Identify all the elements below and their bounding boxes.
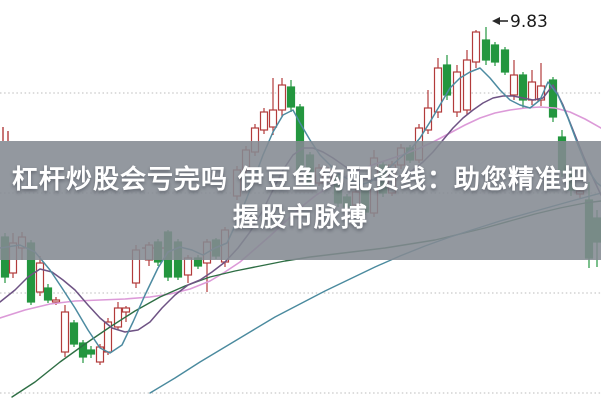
candle-up: [51, 299, 61, 303]
candle-down: [43, 287, 53, 301]
headline-banner: 杠杆炒股会亏完吗 伊豆鱼钩配资线：助您精准把 握股市脉搏: [0, 141, 601, 260]
headline-line-1: 杠杆炒股会亏完吗 伊豆鱼钩配资线：助您精准把: [11, 165, 590, 195]
candle-up: [423, 107, 433, 131]
candle-up: [433, 67, 443, 113]
candle-up: [452, 71, 462, 113]
price-annotation: 9.83: [492, 12, 548, 32]
candle-up: [462, 59, 472, 111]
candle-down: [442, 64, 452, 96]
candle-down: [69, 322, 79, 345]
candle-down: [481, 39, 491, 61]
candle-up: [268, 109, 278, 128]
headline-line-2: 握股市脉搏: [232, 203, 368, 233]
candle-up: [509, 74, 519, 96]
candle-down: [490, 44, 500, 63]
candle-up: [35, 262, 45, 293]
candle-down: [78, 342, 88, 358]
candle-up: [183, 257, 193, 276]
candle-up: [60, 311, 70, 353]
edge-marks: [2, 127, 9, 141]
candle-down: [86, 349, 96, 355]
candle-down: [518, 74, 528, 101]
candle-down: [548, 79, 558, 118]
price-label: 9.83: [510, 12, 548, 32]
candle-up: [121, 307, 131, 313]
candle-up: [527, 81, 537, 101]
candle-down: [500, 49, 510, 73]
candle-up: [113, 307, 123, 328]
candle-up: [471, 31, 481, 63]
candle-up: [277, 84, 287, 111]
candle-up: [259, 111, 269, 131]
price-arrow-icon: [492, 17, 500, 25]
candle-down: [286, 86, 296, 108]
candle-up: [536, 85, 546, 101]
